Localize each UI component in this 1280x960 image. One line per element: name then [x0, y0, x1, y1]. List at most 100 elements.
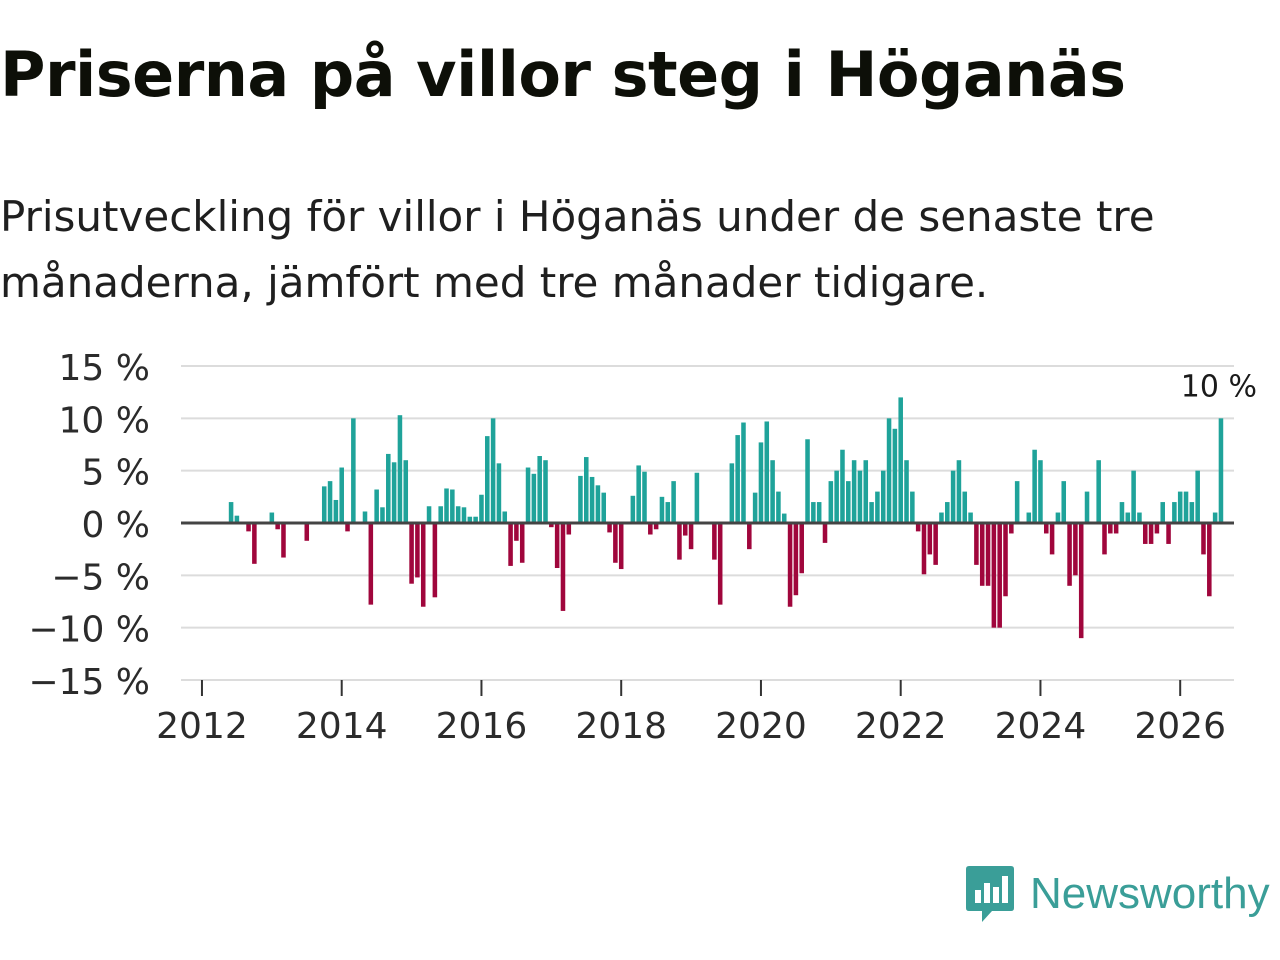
bar [269, 512, 275, 523]
bar [246, 523, 251, 532]
bar [595, 485, 601, 523]
bar [1212, 512, 1218, 523]
bar [1032, 449, 1037, 523]
bar [339, 467, 344, 523]
bar [473, 516, 478, 523]
x-tick-label: 2016 [436, 706, 528, 747]
bar [1108, 523, 1113, 534]
bar [1160, 502, 1165, 523]
bar [677, 523, 682, 560]
bar [490, 418, 496, 523]
bar [1125, 512, 1131, 523]
bar [741, 422, 746, 523]
bar [485, 436, 490, 523]
bar [508, 523, 513, 566]
y-tick-label: 15 % [59, 348, 150, 389]
bar [717, 523, 723, 605]
bar [514, 523, 519, 541]
bar [945, 502, 950, 523]
bar [1195, 470, 1200, 523]
bar [607, 523, 612, 533]
bar [496, 463, 502, 523]
bar [892, 428, 898, 523]
bar [1218, 418, 1224, 523]
bar [805, 439, 810, 523]
y-tick-label: 10 % [59, 400, 150, 441]
bar [415, 523, 420, 578]
newsworthy-chart-bubble-icon [966, 866, 1014, 922]
bar [636, 465, 641, 523]
bar [793, 523, 799, 596]
bar [752, 492, 758, 523]
bar [811, 502, 816, 523]
bar [1026, 512, 1032, 523]
x-tick-label: 2022 [855, 706, 947, 747]
x-tick-label: 2020 [715, 706, 807, 747]
bar [665, 502, 671, 523]
bar [228, 502, 234, 523]
bar [362, 511, 368, 523]
bar [409, 523, 414, 584]
bar [1096, 460, 1101, 523]
bar [1061, 481, 1067, 523]
bar [910, 491, 915, 523]
bar [927, 523, 933, 555]
bar [642, 471, 647, 523]
bar [659, 496, 665, 523]
bar [374, 489, 379, 523]
bar [432, 523, 438, 598]
bar [886, 418, 892, 523]
bar [764, 421, 770, 523]
bar [1183, 491, 1189, 523]
bar-chart: 15 % 10 % 5 % 0 % −5 % −10 % −15 %2012 2014 2016… [28, 348, 1257, 747]
bar [543, 460, 548, 523]
bar [648, 523, 653, 535]
x-tick-label: 2012 [156, 706, 248, 747]
bar [519, 523, 525, 563]
bar [950, 470, 956, 523]
bar [583, 457, 589, 523]
bar [351, 418, 356, 523]
bar [869, 502, 874, 523]
bar [898, 397, 903, 523]
bar [962, 491, 968, 523]
bar [956, 460, 962, 523]
bar [1154, 523, 1160, 534]
bar [1009, 523, 1014, 534]
bar [566, 523, 572, 535]
bar [828, 481, 834, 523]
bar [851, 460, 857, 523]
bar [1207, 523, 1212, 597]
bar [1172, 502, 1177, 523]
bar [1189, 502, 1195, 523]
bar [933, 523, 938, 565]
bar [333, 499, 339, 523]
bar [857, 470, 863, 523]
bar [1148, 523, 1154, 544]
bar [327, 481, 333, 523]
bar [1142, 523, 1148, 544]
bar [747, 523, 752, 550]
bar [479, 494, 484, 523]
bar [444, 488, 449, 523]
bar [391, 462, 397, 523]
bar [834, 470, 839, 523]
bar [915, 523, 921, 532]
bar [1177, 491, 1183, 523]
y-tick-label: 0 % [81, 505, 150, 546]
bar [688, 523, 694, 550]
bar [589, 476, 595, 523]
bar [875, 491, 880, 523]
bar [1166, 523, 1171, 544]
bar [578, 475, 583, 523]
bar [816, 502, 822, 523]
newsworthy-logo[interactable]: Newsworthy [964, 864, 1270, 924]
bar [1137, 512, 1142, 523]
bar [840, 449, 845, 523]
bar [787, 523, 793, 607]
bar [450, 489, 455, 523]
bar [455, 506, 461, 523]
bar [991, 523, 997, 628]
bar [921, 523, 927, 575]
bar [880, 470, 886, 523]
